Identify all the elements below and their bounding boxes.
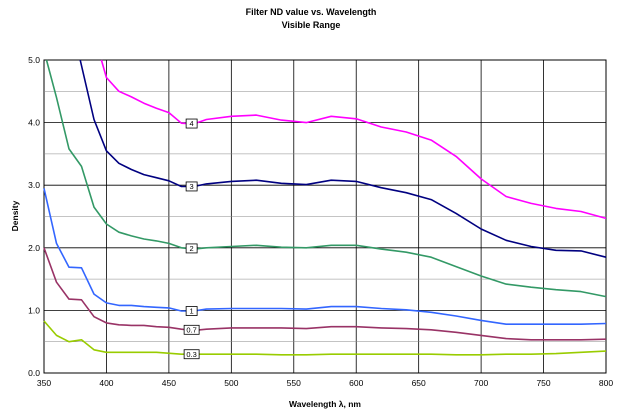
- x-tick-label: 700: [474, 378, 488, 388]
- x-tick-label: 500: [224, 378, 238, 388]
- series-line-4: [100, 59, 607, 220]
- x-axis-label: Wavelength λ, nm: [289, 399, 361, 409]
- series-label-2: 2: [190, 244, 194, 253]
- series-lines: 0.3 0.7 1 2 3 4: [43, 59, 607, 360]
- series-label-4: 4: [190, 119, 194, 128]
- series-label-box: [183, 349, 200, 360]
- y-tick-label: 1.0: [28, 305, 40, 315]
- series-label-box: [185, 243, 198, 254]
- series-label-box: [185, 306, 198, 316]
- y-axis-label: Density: [10, 200, 20, 231]
- y-tick-labels: 0.0 1.0 2.0 3.0 4.0 5.0: [28, 55, 40, 378]
- chart-subtitle: Visible Range: [282, 20, 341, 30]
- y-tick-label: 0.0: [28, 368, 40, 378]
- x-tick-label: 400: [99, 378, 113, 388]
- x-tick-label: 550: [287, 378, 301, 388]
- x-tick-label: 450: [162, 378, 176, 388]
- series-label-1: 1: [190, 307, 194, 316]
- x-tick-label: 650: [412, 378, 426, 388]
- x-tick-label: 350: [37, 378, 51, 388]
- series-line-0.7: [43, 247, 607, 341]
- series-line-1: [43, 188, 607, 325]
- y-tick-label: 3.0: [28, 180, 40, 190]
- series-label-3: 3: [190, 182, 194, 191]
- x-tick-labels: 350 400 450 500 550 600 650 700 750 800: [37, 378, 613, 388]
- series-label-box: [185, 118, 198, 129]
- series-line-0.3: [43, 320, 607, 356]
- series-line-3: [79, 59, 607, 258]
- y-tick-label: 4.0: [28, 118, 40, 128]
- x-tick-label: 600: [349, 378, 363, 388]
- series-label-0.7: 0.7: [186, 326, 196, 335]
- series-label-0.3: 0.3: [186, 350, 196, 359]
- series-label-box: [185, 181, 198, 192]
- x-tick-label: 800: [599, 378, 613, 388]
- x-tick-label: 750: [536, 378, 550, 388]
- chart-title: Filter ND value vs. Wavelength: [246, 7, 377, 17]
- y-tick-label: 2.0: [28, 243, 40, 253]
- series-line-2: [45, 59, 607, 298]
- series-label-box: [183, 324, 200, 335]
- y-tick-label: 5.0: [28, 55, 40, 65]
